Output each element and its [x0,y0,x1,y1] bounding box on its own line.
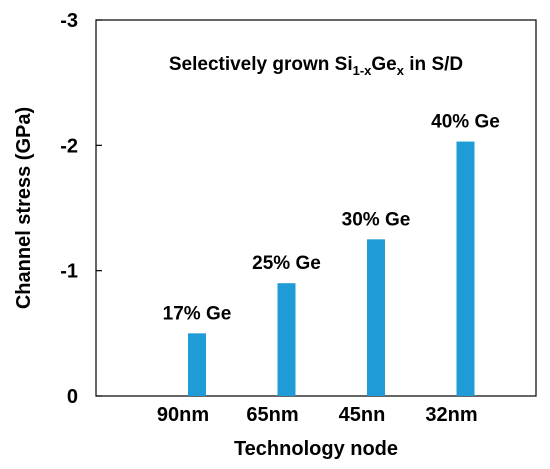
x-tick-label: 90nm [157,404,209,426]
bar-32nm [456,141,475,396]
plot-frame [95,19,537,397]
x-tick-label: 45nn [339,404,386,426]
bar-45nn [367,239,385,396]
y-tick-label: -1 [60,261,78,283]
y-axis-ticks: 0 -1 -2 -3 [60,10,102,408]
bar-data-labels: 17% Ge 25% Ge 30% Ge 40% Ge [163,112,500,325]
y-tick-label: 0 [67,386,78,408]
bar-data-label: 40% Ge [431,112,500,133]
x-tick-label: 65nm [246,404,298,426]
bar-65nm [277,283,296,396]
y-tick-label: -2 [60,135,78,157]
bars [188,141,475,396]
bar-90nm [188,333,206,396]
x-tick-label: 32nm [425,404,477,426]
bar-data-label: 30% Ge [342,209,411,230]
bar-data-label: 25% Ge [252,253,321,274]
bar-data-label: 17% Ge [163,303,232,324]
y-axis-title: Channel stress (GPa) [13,107,35,309]
x-axis-title: Technology node [234,438,398,460]
x-axis-ticks: 90nm 65nm 45nn 32nm [157,404,478,426]
y-tick-label: -3 [60,10,78,32]
chart-annotation: Selectively grown Si1-xGex in S/D [169,54,463,78]
